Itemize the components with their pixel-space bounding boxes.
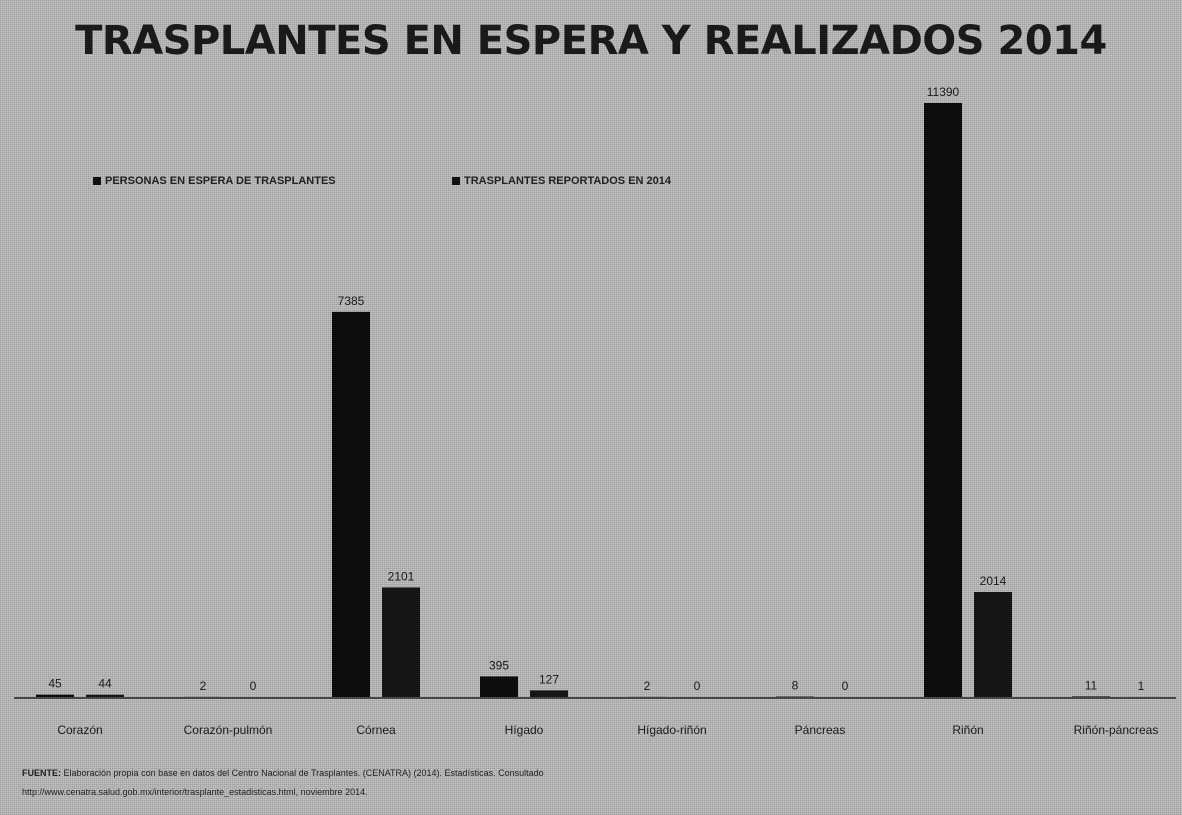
bar-performed-3 <box>530 690 568 697</box>
legend-item-performed: TRASPLANTES REPORTADOS EN 2014 <box>452 175 671 187</box>
data-label-waiting-3: 395 <box>489 658 509 672</box>
data-label-waiting-1: 2 <box>200 679 207 693</box>
bar-performed-6 <box>974 591 1012 697</box>
data-label-waiting-2: 7385 <box>338 294 365 308</box>
source-text: Elaboración propia con base en datos del… <box>63 768 544 778</box>
category-label-3: Hígado <box>505 723 544 737</box>
category-label-2: Córnea <box>356 723 396 737</box>
category-label-4: Hígado-riñón <box>637 723 706 737</box>
bar-performed-0 <box>86 694 124 697</box>
data-label-performed-1: 0 <box>250 679 257 693</box>
source-note: FUENTE: Elaboración propia con base en d… <box>22 768 544 778</box>
data-label-waiting-4: 2 <box>644 679 651 693</box>
chart-title: TRASPLANTES EN ESPERA Y REALIZADOS 2014 <box>75 18 1107 64</box>
data-label-performed-3: 127 <box>539 672 559 686</box>
bar-waiting-0 <box>36 694 74 697</box>
legend-swatch-performed <box>452 177 460 185</box>
bar-waiting-6 <box>924 103 962 697</box>
data-label-waiting-5: 8 <box>792 679 799 693</box>
data-label-waiting-6: 11390 <box>927 85 960 99</box>
data-label-waiting-7: 11 <box>1085 678 1098 692</box>
data-label-waiting-0: 45 <box>48 677 62 691</box>
legend-swatch-waiting <box>93 177 101 185</box>
legend-item-waiting: PERSONAS EN ESPERA DE TRASPLANTES <box>93 175 336 187</box>
data-label-performed-6: 2014 <box>980 574 1007 588</box>
data-label-performed-4: 0 <box>694 679 701 693</box>
category-label-7: Riñón-páncreas <box>1074 723 1159 737</box>
bar-performed-2 <box>382 587 420 697</box>
category-label-0: Corazón <box>57 723 102 737</box>
legend-label-performed: TRASPLANTES REPORTADOS EN 2014 <box>464 175 672 187</box>
bar-waiting-3 <box>480 676 518 697</box>
source-url: http://www.cenatra.salud.gob.mx/interior… <box>22 787 368 797</box>
data-label-performed-2: 2101 <box>388 569 415 583</box>
category-label-5: Páncreas <box>795 723 846 737</box>
data-label-performed-5: 0 <box>842 679 849 693</box>
legend-label-waiting: PERSONAS EN ESPERA DE TRASPLANTES <box>105 175 336 187</box>
source-label: FUENTE: <box>22 768 61 778</box>
data-label-performed-0: 44 <box>98 677 112 691</box>
category-label-1: Corazón-pulmón <box>184 723 273 737</box>
bar-waiting-7 <box>1072 696 1110 697</box>
data-label-performed-7: 1 <box>1138 679 1145 693</box>
bar-waiting-2 <box>332 311 370 697</box>
category-label-6: Riñón <box>952 723 983 737</box>
